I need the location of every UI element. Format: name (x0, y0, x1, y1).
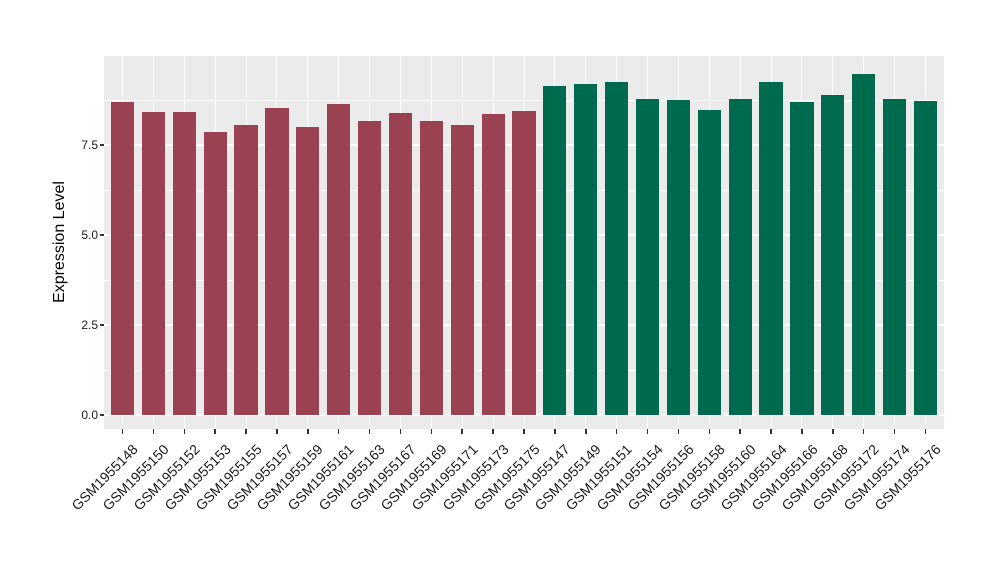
x-tick-mark (152, 429, 155, 434)
bar-GSM1955156 (666, 99, 690, 415)
bar-GSM1955150 (141, 111, 165, 415)
bar-GSM1955171 (450, 124, 474, 415)
bar-GSM1955172 (852, 74, 876, 415)
x-tick-mark (801, 429, 803, 434)
x-tick-mark (492, 429, 494, 434)
bar-GSM1955148 (110, 102, 135, 415)
bar-GSM1955176 (913, 101, 938, 415)
y-tick-mark (99, 414, 104, 416)
x-tick-mark (183, 429, 186, 434)
bar-GSM1955152 (172, 111, 196, 415)
plot-panel (104, 56, 944, 429)
bar-GSM1955166 (790, 101, 814, 415)
x-tick-mark (245, 429, 247, 434)
bar-GSM1955158 (697, 110, 721, 415)
x-tick-mark (523, 429, 525, 434)
bar-GSM1955173 (481, 113, 505, 415)
x-tick-mark (585, 429, 587, 434)
x-tick-mark (399, 429, 402, 434)
bar-GSM1955159 (296, 126, 320, 415)
bar-GSM1955160 (728, 98, 752, 415)
x-tick-mark (862, 429, 865, 434)
bar-GSM1955168 (821, 95, 845, 415)
bar-GSM1955157 (265, 107, 289, 415)
bar-GSM1955175 (512, 110, 536, 415)
bar-GSM1955149 (574, 84, 598, 415)
y-tick-label: 7.5 (81, 138, 98, 152)
x-tick-mark (893, 429, 896, 434)
x-tick-mark (677, 429, 680, 434)
x-tick-mark (461, 429, 463, 434)
x-tick-mark (430, 429, 433, 434)
y-tick-mark (99, 144, 104, 146)
bar-GSM1955169 (419, 120, 443, 415)
y-tick-label: 2.5 (81, 318, 98, 332)
bar-GSM1955161 (327, 103, 351, 415)
y-tick-mark (99, 324, 104, 326)
bar-GSM1955164 (759, 82, 783, 415)
bar-GSM1955163 (358, 120, 382, 415)
y-tick-label: 0.0 (81, 408, 98, 422)
x-tick-mark (307, 429, 309, 434)
bar-GSM1955154 (635, 98, 660, 415)
x-tick-mark (708, 429, 711, 434)
bar-GSM1955167 (388, 113, 413, 415)
x-tick-mark (121, 429, 124, 434)
x-tick-mark (368, 429, 371, 434)
x-tick-mark (276, 429, 278, 434)
y-tick-label: 5.0 (81, 228, 98, 242)
y-axis-title: Expression Level (51, 181, 68, 303)
bar-GSM1955174 (883, 98, 907, 415)
bar-GSM1955153 (203, 131, 227, 415)
x-tick-mark (337, 429, 340, 434)
x-tick-mark (646, 429, 649, 434)
x-tick-mark (554, 429, 556, 434)
bar-GSM1955151 (605, 82, 629, 415)
x-tick-mark (924, 429, 927, 434)
bar-GSM1955147 (543, 85, 567, 415)
x-tick-mark (770, 429, 772, 434)
x-tick-mark (832, 429, 834, 434)
x-tick-mark (739, 429, 741, 434)
x-tick-mark (615, 429, 618, 434)
y-tick-mark (99, 234, 104, 236)
x-tick-mark (214, 429, 216, 434)
bar-GSM1955155 (234, 124, 258, 415)
